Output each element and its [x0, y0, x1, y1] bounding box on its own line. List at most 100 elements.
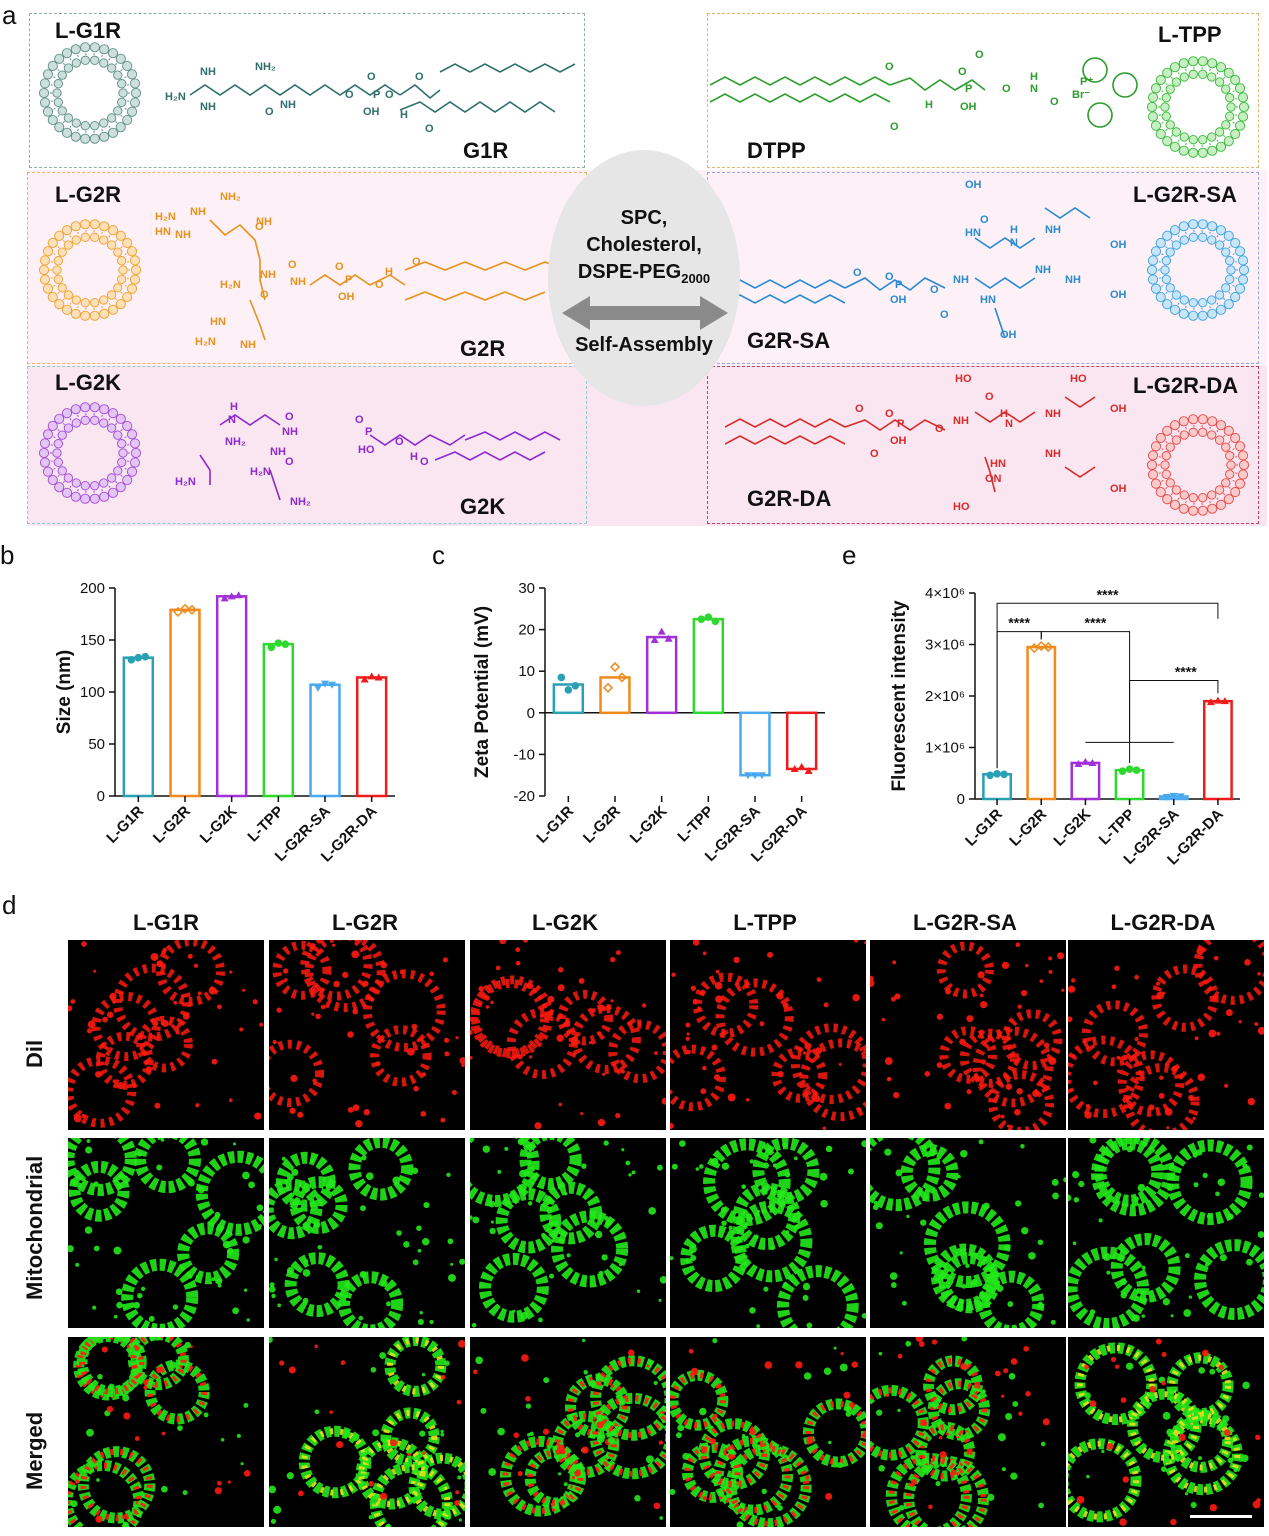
puncta	[523, 940, 529, 943]
puncta	[1255, 1434, 1261, 1441]
cell-signal-overlay	[554, 1413, 617, 1476]
puncta	[759, 1021, 765, 1027]
puncta	[935, 1481, 941, 1487]
lipid-head-inner	[106, 423, 117, 433]
puncta	[497, 1427, 505, 1436]
puncta	[851, 1361, 858, 1368]
lipid-head-inner	[99, 478, 109, 488]
liposome-label-g1r: L-G1R	[55, 18, 121, 43]
puncta	[529, 1055, 533, 1059]
puncta	[421, 1072, 427, 1077]
svg-text:O: O	[890, 121, 899, 133]
lipid-head-outer	[47, 114, 58, 126]
puncta	[676, 1432, 682, 1439]
puncta	[527, 983, 534, 989]
puncta	[825, 1492, 833, 1501]
cell-signal	[1094, 1138, 1164, 1207]
lipid-head-inner	[1198, 69, 1208, 79]
lipid-head-inner	[117, 274, 127, 284]
lipid-head-outer	[1162, 67, 1173, 78]
svg-text:H₂N: H₂N	[155, 211, 176, 223]
y-tick-label: 0	[97, 788, 105, 805]
puncta	[709, 1438, 717, 1445]
puncta	[101, 1346, 108, 1353]
puncta	[697, 1006, 702, 1011]
puncta	[1196, 1149, 1203, 1156]
lipid-head-outer	[1197, 56, 1208, 67]
center-line-dspe: DSPE-PEG2000	[544, 259, 744, 292]
puncta	[1078, 1180, 1085, 1188]
puncta	[542, 1428, 550, 1435]
lipid-tail	[108, 235, 111, 238]
puncta	[1014, 1108, 1021, 1116]
lipid-head-outer	[1155, 74, 1166, 86]
puncta	[106, 1011, 114, 1018]
lipid-head-inner	[63, 113, 74, 123]
puncta	[771, 1185, 777, 1192]
lipid-tail	[69, 235, 72, 238]
cell-signal-overlay	[358, 1439, 426, 1508]
lipid-tail	[1209, 305, 1211, 309]
puncta	[512, 1199, 517, 1204]
lipid-head-outer	[107, 48, 119, 59]
cell-signal	[269, 1039, 325, 1108]
compound-label-g2r-da: G2R-DA	[747, 486, 832, 511]
data-point	[711, 617, 720, 626]
puncta	[1217, 1178, 1226, 1186]
sig-bracket-g1r-g2r-label: ****	[1008, 615, 1030, 631]
puncta	[112, 1079, 117, 1084]
puncta	[1072, 1171, 1080, 1179]
puncta	[1085, 1103, 1090, 1109]
lipid-tail	[101, 414, 103, 418]
lipid-tail	[1165, 246, 1168, 249]
puncta	[658, 1440, 664, 1445]
lipid-tail	[120, 474, 123, 477]
puncta	[115, 1288, 123, 1296]
lipid-head-outer	[99, 491, 110, 502]
puncta	[240, 1462, 244, 1466]
lipid-head-outer	[1230, 486, 1241, 498]
puncta	[1063, 1177, 1066, 1183]
lipid-head-inner	[1161, 93, 1171, 103]
svg-text:O: O	[355, 414, 364, 426]
puncta	[1114, 1364, 1120, 1369]
puncta	[889, 1272, 898, 1280]
puncta	[898, 1504, 905, 1511]
puncta	[478, 986, 484, 992]
lipid-head-inner	[80, 415, 90, 425]
data-point	[1213, 696, 1222, 704]
puncta	[1225, 1009, 1233, 1017]
puncta	[358, 1315, 364, 1321]
lipid-tail	[53, 467, 56, 470]
lipid-head-inner	[1161, 111, 1171, 121]
bar	[692, 617, 725, 715]
puncta	[596, 1434, 605, 1443]
puncta	[211, 1277, 216, 1282]
lipid-head-inner	[1221, 84, 1231, 94]
puncta	[113, 1246, 122, 1255]
svg-text:HN: HN	[965, 227, 981, 239]
data-point	[1074, 759, 1083, 767]
puncta	[347, 1031, 354, 1038]
lipid-tail	[57, 291, 60, 294]
compound-label-g1r: G1R	[463, 138, 509, 163]
puncta	[700, 1447, 707, 1454]
lipid-head-outer	[99, 404, 110, 415]
puncta	[182, 1012, 190, 1020]
puncta	[279, 1360, 285, 1366]
puncta	[1048, 969, 1053, 974]
data-point	[758, 772, 766, 780]
lipid-tail	[77, 128, 79, 132]
lipid-head-outer	[122, 291, 133, 303]
puncta	[455, 1490, 460, 1495]
puncta	[601, 1254, 608, 1261]
cell-signal	[608, 1019, 666, 1084]
lipid-head-outer	[1147, 469, 1159, 480]
lipid-tail	[57, 69, 60, 72]
data-point	[141, 652, 150, 661]
data-point	[986, 771, 994, 780]
puncta	[342, 971, 349, 979]
liposome-g2r-da-icon	[1146, 414, 1250, 516]
puncta	[816, 977, 822, 983]
puncta	[450, 1262, 454, 1266]
